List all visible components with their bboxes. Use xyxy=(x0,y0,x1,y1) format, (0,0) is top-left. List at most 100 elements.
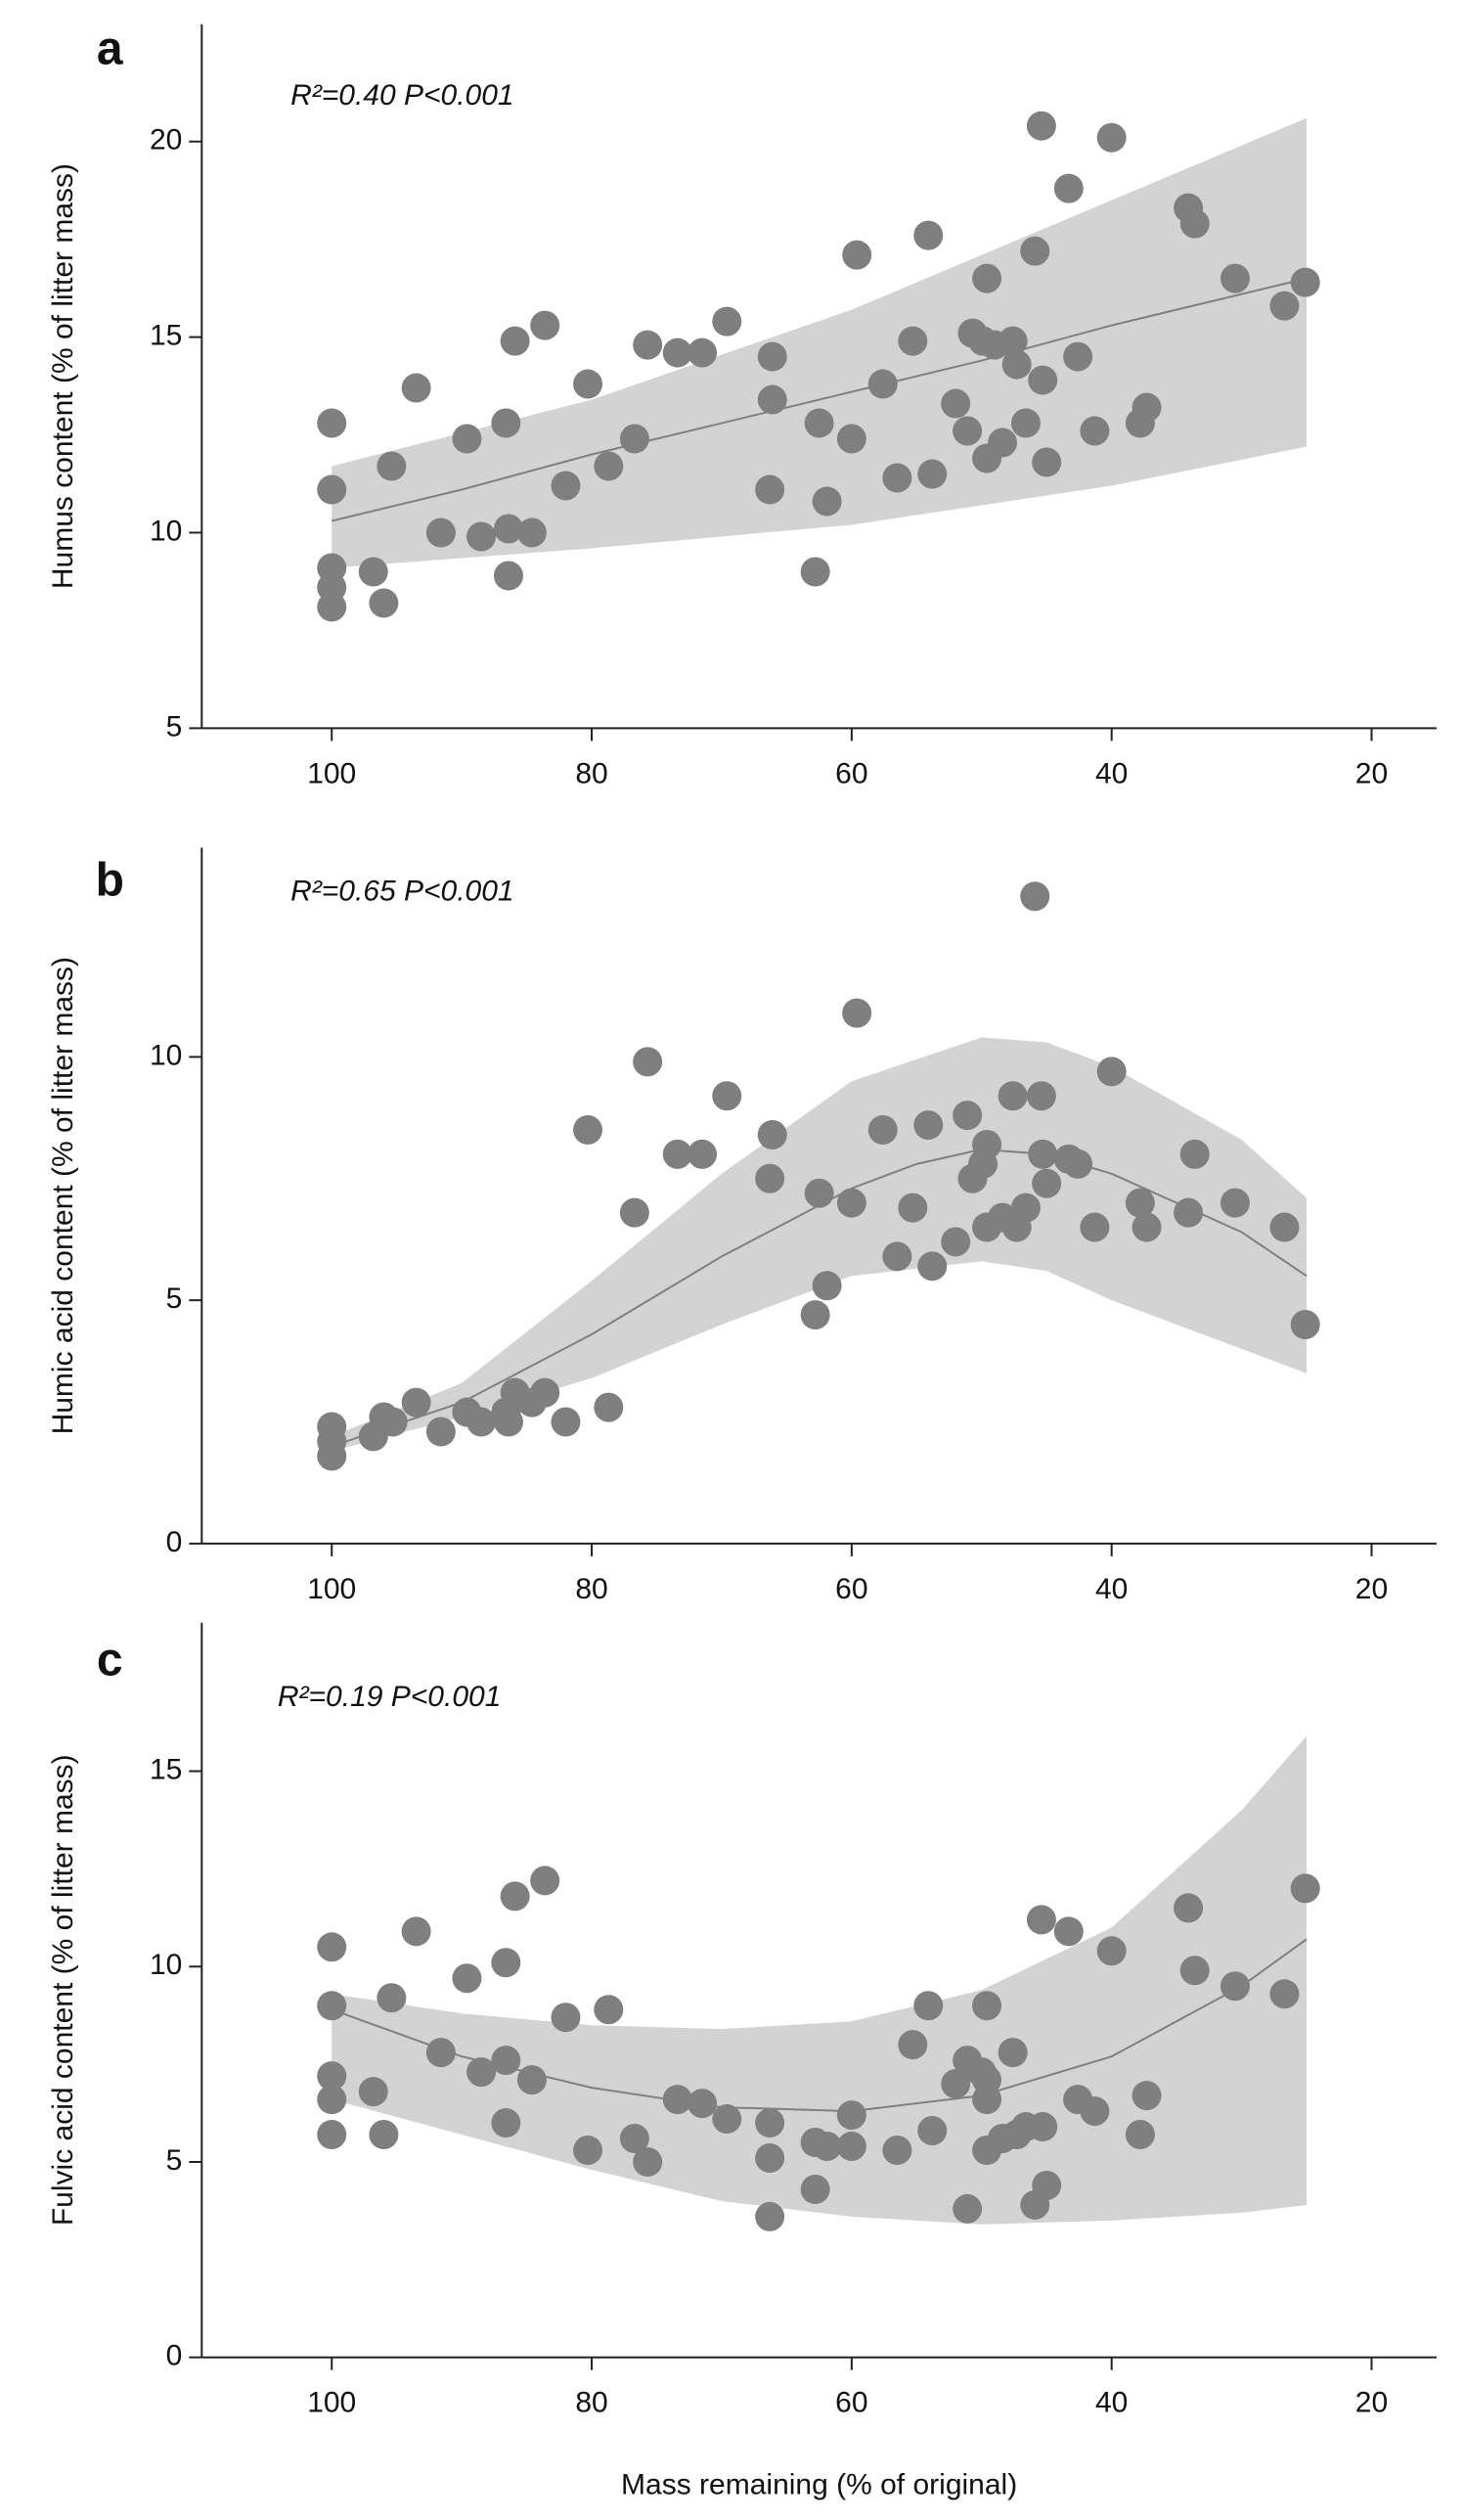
y-tick-label: 20 xyxy=(150,124,182,157)
data-point xyxy=(941,388,971,419)
y-axis-label: Fulvic acid content (% of litter mass) xyxy=(47,1754,79,2226)
y-tick-label: 10 xyxy=(150,515,182,547)
data-point xyxy=(755,2143,785,2174)
data-point xyxy=(466,2057,497,2088)
data-point xyxy=(317,592,347,622)
x-tick-label: 60 xyxy=(835,757,867,789)
data-point xyxy=(1220,1188,1250,1218)
y-tick-label: 5 xyxy=(166,710,183,742)
y-axis-label: Humic acid content (% of litter mass) xyxy=(47,957,79,1434)
data-point xyxy=(988,428,1018,458)
y-tick-label: 5 xyxy=(166,1282,183,1315)
confidence-band xyxy=(332,117,1308,568)
data-point xyxy=(377,1983,407,2013)
data-point xyxy=(1010,408,1041,438)
data-point xyxy=(401,373,431,403)
y-tick-label: 10 xyxy=(150,1039,182,1071)
panel-label: c xyxy=(97,1635,123,1687)
data-point xyxy=(755,2201,785,2231)
data-point xyxy=(1080,416,1110,446)
data-point xyxy=(688,338,718,368)
data-point xyxy=(425,1417,456,1447)
data-point xyxy=(1032,2170,1062,2200)
data-point xyxy=(573,2136,603,2166)
data-point xyxy=(1096,1057,1127,1087)
data-point xyxy=(500,1881,530,1912)
panel-label: a xyxy=(97,22,123,74)
data-point xyxy=(1053,1916,1084,1947)
data-point xyxy=(882,2136,912,2166)
data-point xyxy=(812,486,842,517)
x-tick-label: 40 xyxy=(1095,1573,1128,1605)
data-point xyxy=(1026,1081,1056,1111)
data-point xyxy=(913,1991,944,2021)
data-point xyxy=(1269,1979,1300,2009)
data-point xyxy=(1174,1893,1204,1923)
data-point xyxy=(452,424,482,454)
y-tick-label: 15 xyxy=(150,1753,182,1785)
x-tick-label: 80 xyxy=(575,757,607,789)
data-point xyxy=(998,326,1028,356)
data-point xyxy=(917,459,948,489)
data-point xyxy=(998,2038,1028,2068)
data-point xyxy=(836,424,866,454)
data-point xyxy=(800,2174,830,2204)
data-point xyxy=(633,330,663,360)
data-point xyxy=(619,2124,649,2154)
data-point xyxy=(712,1081,742,1111)
data-point xyxy=(594,1392,624,1422)
data-point xyxy=(491,2108,521,2138)
x-tick-label: 80 xyxy=(575,1573,607,1605)
data-point xyxy=(1220,263,1250,293)
data-point xyxy=(1125,1188,1155,1218)
data-point xyxy=(491,1948,521,1978)
annotation: R²=0.19 P<0.001 xyxy=(278,1681,502,1713)
data-point xyxy=(1020,236,1050,266)
data-point xyxy=(466,521,497,552)
data-point xyxy=(972,263,1002,293)
data-point xyxy=(1269,1212,1300,1242)
data-point xyxy=(998,1081,1028,1111)
x-axis-label: Mass remaining (% of original) xyxy=(621,2469,1017,2501)
data-point xyxy=(800,1300,830,1330)
data-point xyxy=(812,2132,842,2162)
data-point xyxy=(662,338,692,368)
data-point xyxy=(972,2065,1002,2095)
data-point xyxy=(466,1407,497,1437)
x-tick-label: 100 xyxy=(307,1573,356,1605)
data-point xyxy=(530,1377,560,1408)
data-point xyxy=(425,518,456,548)
y-axis-label: Humus content (% of litter mass) xyxy=(47,163,79,589)
data-point xyxy=(867,369,898,399)
data-point xyxy=(573,369,603,399)
data-point xyxy=(800,557,830,587)
data-point xyxy=(712,2104,742,2135)
data-point xyxy=(941,1227,971,1257)
data-point xyxy=(842,240,872,270)
data-point xyxy=(452,1963,482,1994)
data-point xyxy=(425,2038,456,2068)
data-point xyxy=(516,2065,547,2095)
confidence-band xyxy=(332,1735,1308,2225)
data-point xyxy=(317,2120,347,2150)
data-point xyxy=(1179,208,1210,239)
y-tick-label: 10 xyxy=(150,1949,182,1981)
y-tick-label: 15 xyxy=(150,320,182,352)
x-tick-label: 20 xyxy=(1355,1573,1388,1605)
data-point xyxy=(1020,881,1050,912)
data-point xyxy=(953,416,983,446)
data-point xyxy=(1063,341,1093,372)
data-point xyxy=(317,408,347,438)
data-point xyxy=(377,1407,408,1437)
fit-line xyxy=(331,277,1308,522)
data-point xyxy=(317,1991,347,2021)
annotation: R²=0.40 P<0.001 xyxy=(290,79,514,112)
y-tick-label: 0 xyxy=(166,1526,183,1558)
data-point xyxy=(551,2002,581,2033)
data-point xyxy=(573,1115,603,1146)
data-point xyxy=(913,1110,944,1141)
data-point xyxy=(898,1192,928,1223)
data-point xyxy=(1174,1197,1204,1228)
data-point xyxy=(369,588,399,618)
data-point xyxy=(493,1407,523,1437)
